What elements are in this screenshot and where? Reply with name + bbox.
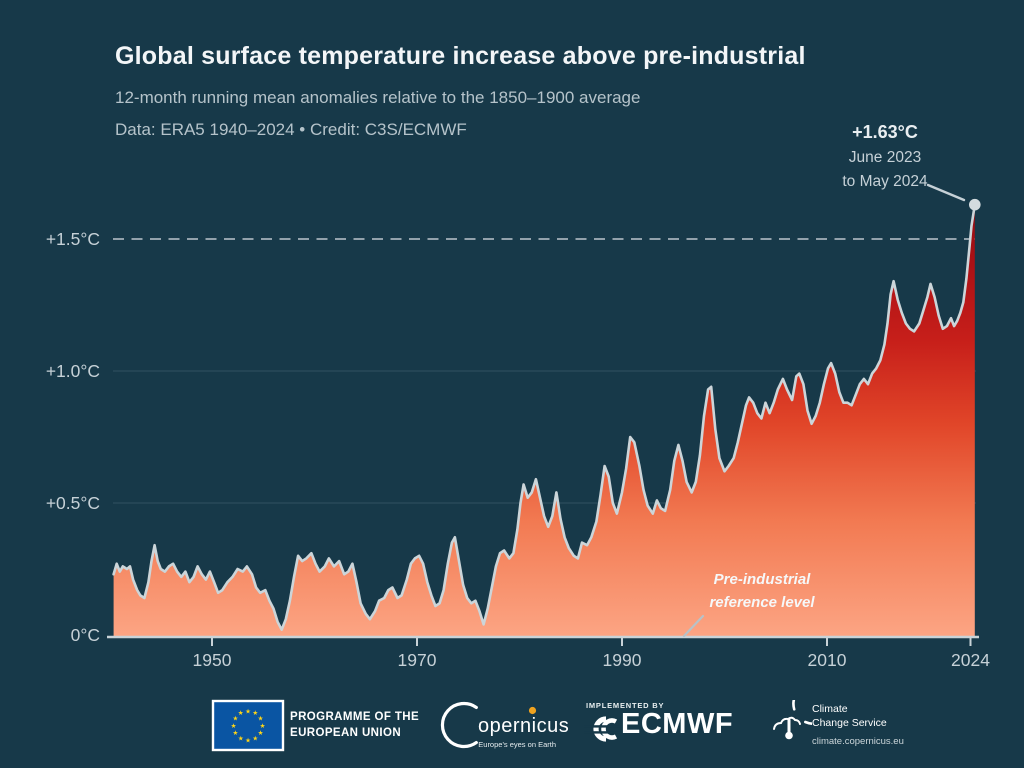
c3s-service-label: Climate Change Service <box>812 702 887 730</box>
y-axis-label: +1.0°C <box>46 361 100 381</box>
copernicus-wordmark: opernicus <box>478 715 569 737</box>
eu-star-icon: ★ <box>252 735 258 742</box>
copernicus-tagline: Europe's eyes on Earth <box>478 740 556 749</box>
chart-subtitle: 12-month running mean anomalies relative… <box>115 88 641 107</box>
data-credit: Data: ERA5 1940–2024 • Credit: C3S/ECMWF <box>115 120 467 139</box>
eu-programme-label: PROGRAMME OF THE EUROPEAN UNION <box>290 709 419 741</box>
eu-star-icon: ★ <box>238 735 244 742</box>
x-tick-label: 2024 <box>951 650 990 670</box>
eu-star-icon: ★ <box>245 708 251 715</box>
eu-star-icon: ★ <box>260 723 266 730</box>
temperature-area <box>113 204 975 637</box>
endpoint-dot <box>969 198 981 211</box>
y-axis-label: +0.5°C <box>46 493 100 513</box>
eu-programme-line2: EUROPEAN UNION <box>290 727 402 739</box>
eu-programme-line1: PROGRAMME OF THE <box>290 711 420 723</box>
eu-star-icon: ★ <box>231 723 237 730</box>
peak-annotation-leader-line <box>926 183 966 202</box>
reference-level-line2: reference level <box>709 594 815 611</box>
copernicus-c-swoosh-icon <box>440 701 478 749</box>
eu-star-icon: ★ <box>252 710 258 717</box>
peak-annotation: +1.63°C June 2023 to May 2024 <box>810 122 960 194</box>
eu-flag-icon: ★ ★★★★★★★★★★★ <box>211 699 285 752</box>
eu-star-icon: ★ <box>258 716 264 723</box>
implemented-by-label: IMPLEMENTED BY <box>586 701 665 710</box>
x-tick-label: 1990 <box>603 650 642 670</box>
x-tick-label: 2010 <box>808 650 847 670</box>
c3s-label-line2: Change Service <box>812 717 887 729</box>
c3s-label-line1: Climate <box>812 703 848 715</box>
page-title: Global surface temperature increase abov… <box>115 42 806 70</box>
eu-star-icon: ★ <box>238 710 244 717</box>
eu-star-icon: ★ <box>232 730 238 737</box>
eu-star-icon: ★ <box>245 737 251 744</box>
cloud-icon <box>773 716 801 730</box>
peak-annotation-period-line1: June 2023 <box>848 149 922 166</box>
reference-level-line1: Pre-industrial <box>713 571 811 588</box>
climate-change-service-icon <box>773 700 812 740</box>
ecmwf-wordmark: ECMWF <box>621 708 734 740</box>
reference-level-annotation: Pre-industrial reference level <box>688 568 836 614</box>
eu-star-icon: ★ <box>258 730 264 737</box>
copernicus-satellite-dot-icon <box>528 706 537 715</box>
ecmwf-roundel-icon <box>584 716 620 742</box>
copernicus-logo: opernicus Europe's eyes on Earth <box>440 701 569 749</box>
y-axis-label: +1.5°C <box>46 229 100 249</box>
c3s-url: climate.copernicus.eu <box>812 736 904 747</box>
reference-annotation-leader-line <box>682 614 705 638</box>
y-axis-label: 0°C <box>71 625 100 645</box>
x-tick-label: 1970 <box>398 650 437 670</box>
temperature-line <box>112 203 977 631</box>
x-tick-label: 1950 <box>193 650 232 670</box>
eu-star-icon: ★ <box>232 716 238 723</box>
peak-annotation-value: +1.63°C <box>852 122 918 142</box>
peak-annotation-period-line2: to May 2024 <box>842 173 928 190</box>
thermometer-bulb-icon <box>785 731 793 740</box>
